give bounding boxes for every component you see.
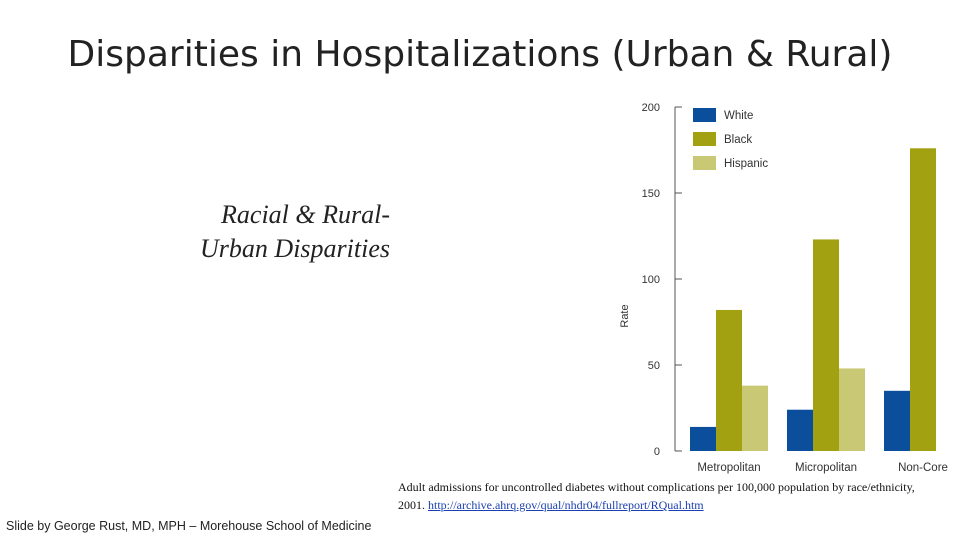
legend-label: Hispanic (724, 158, 768, 170)
legend-label: Black (724, 134, 752, 146)
slide-credit: Slide by George Rust, MD, MPH – Morehous… (6, 519, 372, 533)
slide-subtitle: Racial & Rural- Urban Disparities (140, 198, 390, 266)
x-tick-label: Non-Core (898, 462, 948, 474)
source-link[interactable]: http://archive.ahrq.gov/qual/nhdr04/full… (428, 498, 704, 512)
bar-black-micropolitan (813, 239, 839, 451)
bar-white-micropolitan (787, 409, 813, 451)
y-tick-label: 100 (642, 274, 660, 286)
caption-text: Adult admissions for uncontrolled diabet… (398, 480, 915, 512)
legend-swatch-white (693, 108, 716, 122)
x-tick-label: Micropolitan (795, 462, 857, 474)
legend-swatch-black (693, 132, 716, 146)
bar-black-non-core (910, 148, 936, 451)
bar-chart: 0 50 100 150 200 Rate Metropolitan Micropolitan… (619, 102, 948, 474)
bar-hispanic-micropolitan (839, 368, 865, 451)
subtitle-line-1: Racial & Rural- (221, 200, 390, 229)
x-tick-label: Metropolitan (697, 462, 760, 474)
slide-title: Disparities in Hospitalizations (Urban &… (67, 34, 893, 75)
legend-swatch-hispanic (693, 156, 716, 170)
chart-caption: Adult admissions for uncontrolled diabet… (398, 478, 938, 514)
y-axis-label: Rate (619, 304, 631, 327)
bar-hispanic-metropolitan (742, 385, 768, 451)
bar-white-metropolitan (690, 426, 716, 451)
y-tick-label: 50 (648, 360, 660, 372)
bar-white-non-core (884, 390, 910, 451)
subtitle-line-2: Urban Disparities (200, 234, 390, 263)
y-tick-label: 150 (642, 188, 660, 200)
y-tick-label: 200 (642, 102, 660, 114)
bar-black-metropolitan (716, 309, 742, 451)
legend-label: White (724, 110, 753, 122)
y-tick-label: 0 (654, 446, 660, 458)
